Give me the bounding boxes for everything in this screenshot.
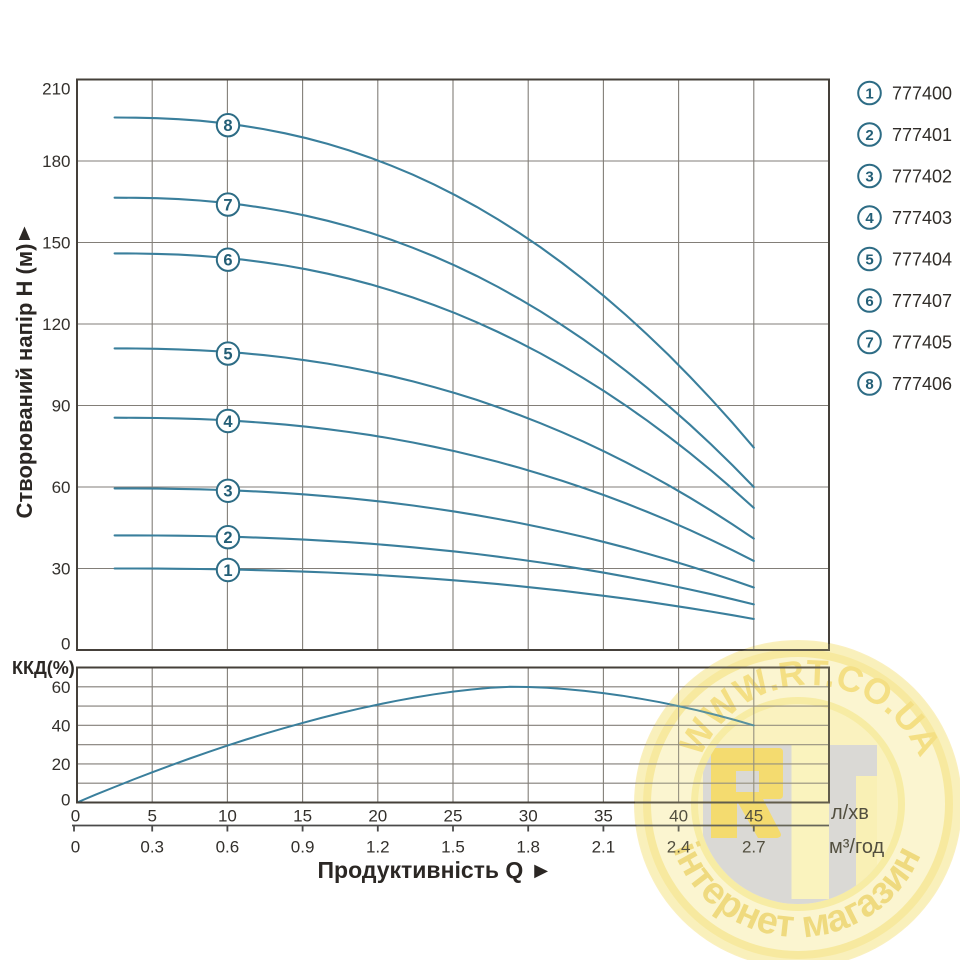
svg-text:1: 1: [865, 85, 873, 102]
svg-text:3: 3: [223, 483, 232, 501]
svg-text:45: 45: [744, 807, 763, 826]
svg-text:7: 7: [223, 197, 232, 215]
svg-text:5: 5: [223, 346, 232, 364]
svg-text:777405: 777405: [892, 332, 952, 352]
svg-text:м³/год: м³/год: [829, 836, 885, 858]
svg-text:60: 60: [52, 478, 71, 497]
svg-text:0: 0: [71, 807, 80, 826]
svg-text:5: 5: [865, 251, 873, 268]
svg-text:4: 4: [865, 210, 874, 227]
svg-text:40: 40: [52, 716, 71, 735]
svg-text:120: 120: [42, 315, 70, 334]
svg-text:30: 30: [52, 560, 71, 579]
svg-text:777402: 777402: [892, 166, 952, 186]
svg-text:10: 10: [218, 807, 237, 826]
svg-text:7: 7: [865, 334, 873, 351]
svg-text:60: 60: [52, 678, 71, 697]
svg-text:20: 20: [52, 755, 71, 774]
svg-text:20: 20: [368, 807, 387, 826]
svg-text:777407: 777407: [892, 291, 952, 311]
svg-text:0.9: 0.9: [291, 838, 315, 857]
svg-text:777401: 777401: [892, 125, 952, 145]
svg-text:8: 8: [223, 117, 232, 135]
svg-text:3: 3: [865, 168, 873, 185]
svg-text:180: 180: [42, 152, 70, 171]
svg-text:777406: 777406: [892, 374, 952, 394]
svg-text:2.1: 2.1: [592, 838, 616, 857]
svg-text:35: 35: [594, 807, 613, 826]
svg-text:0: 0: [61, 635, 70, 654]
svg-text:л/хв: л/хв: [831, 802, 869, 824]
svg-text:1.8: 1.8: [516, 838, 540, 857]
svg-text:0: 0: [61, 791, 70, 810]
svg-text:1.2: 1.2: [366, 838, 390, 857]
svg-text:777403: 777403: [892, 208, 952, 228]
svg-text:210: 210: [42, 80, 70, 99]
svg-text:150: 150: [42, 234, 70, 253]
svg-text:0.6: 0.6: [216, 838, 240, 857]
svg-text:25: 25: [444, 807, 463, 826]
svg-text:0: 0: [71, 838, 80, 857]
svg-text:4: 4: [223, 413, 233, 431]
svg-text:8: 8: [865, 376, 873, 393]
svg-text:40: 40: [669, 807, 688, 826]
svg-text:6: 6: [865, 293, 873, 310]
svg-text:777400: 777400: [892, 83, 952, 103]
svg-text:0.3: 0.3: [140, 838, 164, 857]
svg-text:1: 1: [223, 562, 232, 580]
svg-text:1.5: 1.5: [441, 838, 465, 857]
svg-text:Продуктивність Q ►: Продуктивність Q ►: [318, 857, 553, 883]
svg-text:5: 5: [147, 807, 156, 826]
svg-text:30: 30: [519, 807, 538, 826]
svg-text:2.4: 2.4: [667, 838, 691, 857]
svg-text:777404: 777404: [892, 249, 952, 269]
svg-text:2: 2: [223, 529, 232, 547]
svg-text:ККД(%): ККД(%): [12, 658, 75, 678]
svg-text:15: 15: [293, 807, 312, 826]
svg-text:90: 90: [52, 397, 71, 416]
svg-text:Створюваний напір H (м): Створюваний напір H (м): [12, 244, 37, 519]
svg-text:2.7: 2.7: [742, 838, 766, 857]
svg-text:6: 6: [223, 252, 232, 270]
svg-text:2: 2: [865, 127, 873, 144]
